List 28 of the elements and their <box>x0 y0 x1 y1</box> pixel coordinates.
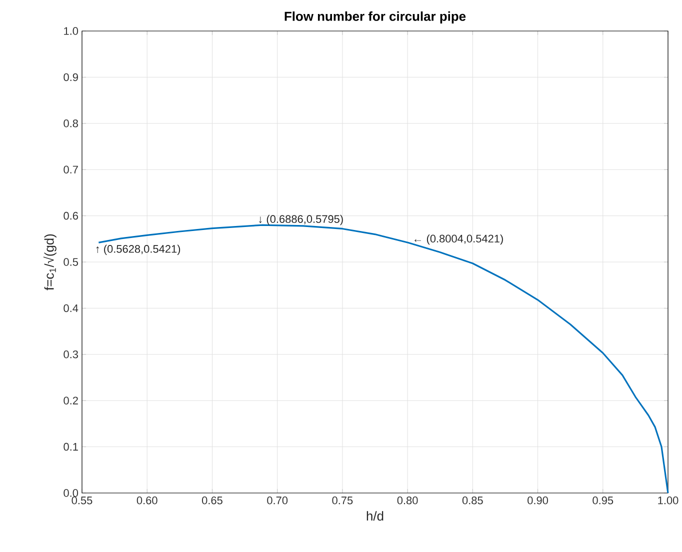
y-tick-label: 0.4 <box>64 304 78 312</box>
x-tick-label: 0.55 <box>72 496 92 504</box>
y-tick-label: 0.8 <box>64 120 78 128</box>
chart-title: Flow number for circular pipe <box>284 11 466 24</box>
x-tick-label: 0.90 <box>528 496 548 504</box>
y-tick-label: 0.6 <box>64 212 78 220</box>
y-tick-label: 0.2 <box>64 396 78 404</box>
y-axis-title: f=c$_{1}$/√(gd) <box>43 234 56 290</box>
y-tick-label: 1.0 <box>64 27 78 35</box>
x-tick-label: 0.95 <box>592 496 614 504</box>
x-tick-label: 0.85 <box>462 496 483 504</box>
x-axis-title: h/d <box>366 511 384 521</box>
annotation: ↑ (0.5628,0.5421) <box>96 244 180 255</box>
x-tick-label: 0.75 <box>332 496 353 504</box>
y-tick-label: 0.5 <box>64 258 78 266</box>
y-tick-label: 0.1 <box>64 442 78 451</box>
y-tick-label: 0.0 <box>64 489 78 497</box>
y-tick-label: 0.9 <box>64 73 78 82</box>
y-tick-label: 0.7 <box>64 166 78 174</box>
annotation: ← (0.8004,0.5421) <box>414 234 503 245</box>
x-tick-label: 0.65 <box>202 496 222 504</box>
y-tick-label: 0.3 <box>64 350 78 358</box>
x-tick-label: 0.70 <box>267 496 288 504</box>
line-series <box>98 224 669 494</box>
x-tick-label: 0.80 <box>397 496 418 504</box>
annotation: ↓ (0.6886,0.5795) <box>259 214 343 226</box>
x-tick-label: 1.00 <box>658 496 678 504</box>
x-tick-label: 0.60 <box>136 496 158 504</box>
